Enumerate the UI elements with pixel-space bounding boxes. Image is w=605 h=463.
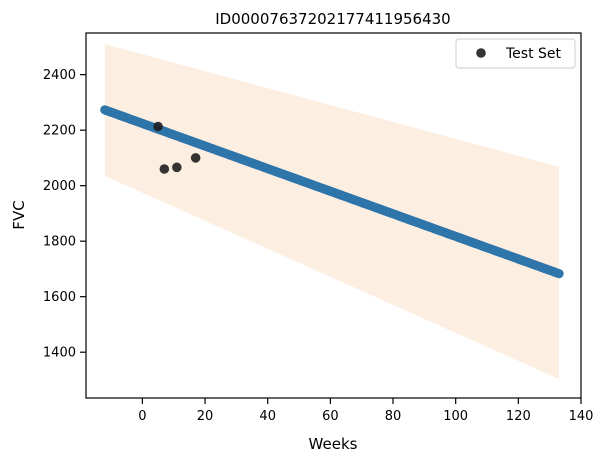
x-tick-label: 80 bbox=[385, 409, 402, 424]
prediction-point bbox=[554, 269, 564, 279]
test-set-points-layer bbox=[153, 121, 201, 174]
test-set-point bbox=[190, 153, 201, 163]
x-tick-label: 100 bbox=[443, 409, 468, 424]
x-tick-label: 120 bbox=[506, 409, 531, 424]
prediction-line-layer bbox=[100, 105, 564, 279]
plot-frame bbox=[85, 32, 582, 399]
y-tick-label: 1400 bbox=[43, 346, 76, 361]
legend-label-test-set: Test Set bbox=[505, 46, 562, 62]
x-tick-label: 40 bbox=[259, 409, 276, 424]
test-set-point bbox=[172, 162, 182, 173]
x-axis-label: Weeks bbox=[309, 435, 358, 453]
y-tick-label: 2400 bbox=[43, 68, 76, 83]
test-set-point bbox=[159, 164, 170, 174]
x-tick-label: 60 bbox=[322, 409, 339, 424]
y-ticks: 1400 1600 1800 2000 2200 2400 bbox=[43, 68, 86, 361]
legend-box bbox=[455, 38, 576, 69]
confidence-band-layer bbox=[104, 44, 560, 380]
confidence-band bbox=[104, 44, 560, 380]
y-tick-label: 1800 bbox=[43, 235, 76, 250]
y-tick-label: 2200 bbox=[43, 124, 76, 139]
y-axis-label: FVC bbox=[10, 200, 28, 229]
legend-marker-test-set bbox=[476, 48, 486, 58]
x-tick-label: 140 bbox=[569, 409, 594, 424]
x-ticks: 0 20 40 60 80 100 120 140 bbox=[138, 398, 593, 424]
chart-title: ID00007637202177411956430 bbox=[215, 10, 450, 28]
y-tick-label: 1600 bbox=[43, 290, 76, 305]
x-tick-label: 0 bbox=[138, 409, 146, 424]
x-tick-label: 20 bbox=[197, 409, 214, 424]
test-set-point bbox=[153, 121, 163, 132]
y-tick-label: 2000 bbox=[43, 179, 76, 194]
legend: Test Set bbox=[455, 38, 576, 69]
